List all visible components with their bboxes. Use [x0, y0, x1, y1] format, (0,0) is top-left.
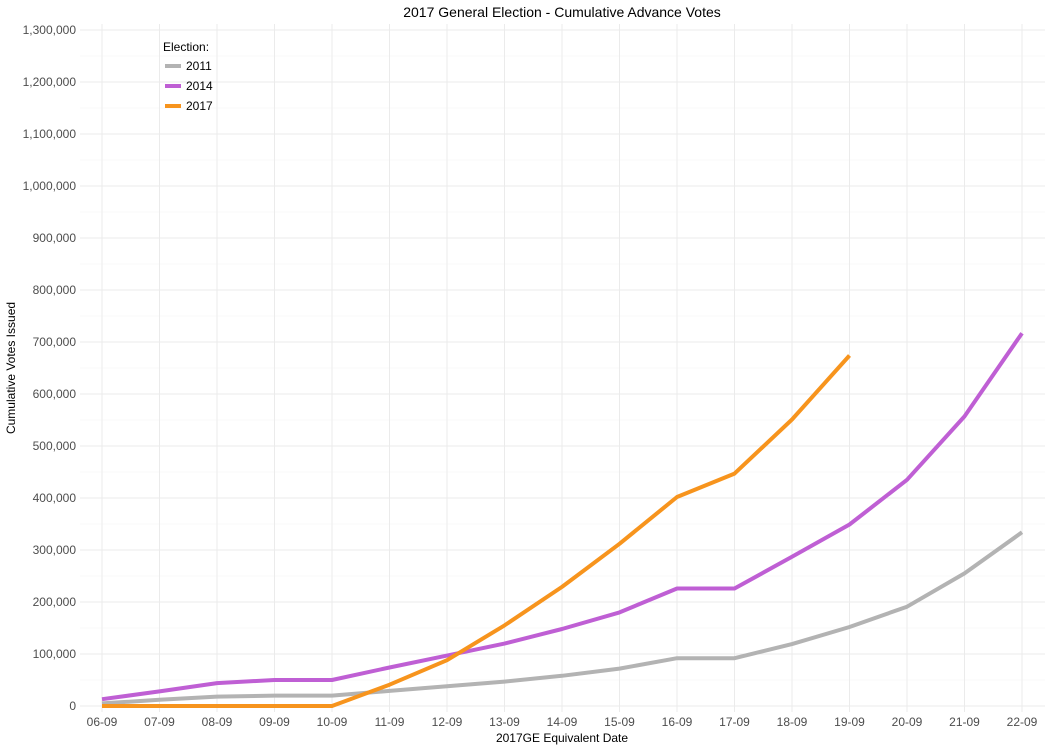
x-tick-label: 19-09 [834, 715, 865, 729]
series-lines [101, 332, 1024, 708]
x-tick-label: 15-09 [604, 715, 635, 729]
x-tick-label: 11-09 [375, 715, 405, 729]
y-axis-title: Cumulative Votes Issued [4, 302, 18, 434]
y-tick-label: 600,000 [33, 387, 77, 401]
series-line-2014 [101, 332, 1024, 702]
x-tick-label: 16-09 [662, 715, 693, 729]
y-tick-label: 1,200,000 [23, 75, 77, 89]
y-tick-label: 900,000 [33, 231, 77, 245]
y-axis-tick-labels: 0 100,000 200,000 300,000 400,000 500,000 600,… [23, 23, 77, 713]
x-tick-label: 06-09 [87, 715, 118, 729]
x-tick-label: 13-09 [489, 715, 520, 729]
x-tick-label: 09-09 [259, 715, 290, 729]
series-line-2011 [101, 530, 1024, 706]
y-tick-label: 100,000 [33, 647, 77, 661]
x-tick-label: 21-09 [949, 715, 980, 729]
y-tick-label: 0 [69, 699, 76, 713]
y-tick-label: 300,000 [33, 543, 77, 557]
y-tick-label: 400,000 [33, 491, 77, 505]
x-tick-label: 08-09 [202, 715, 233, 729]
y-tick-label: 500,000 [33, 439, 77, 453]
y-tick-label: 1,100,000 [23, 127, 77, 141]
y-tick-label: 1,000,000 [23, 179, 77, 193]
x-tick-label: 20-09 [892, 715, 923, 729]
x-tick-label: 10-09 [317, 715, 348, 729]
x-tick-label: 22-09 [1007, 715, 1038, 729]
y-tick-label: 200,000 [33, 595, 77, 609]
legend-label-2011: 2011 [186, 59, 212, 73]
x-axis-title: 2017GE Equivalent Date [496, 731, 628, 745]
legend: Election: 2011 2014 2017 [163, 40, 213, 113]
x-tick-label: 12-09 [432, 715, 463, 729]
major-gridlines [80, 24, 1045, 712]
series-line-2017 [102, 354, 851, 708]
legend-label-2017: 2017 [186, 99, 213, 113]
x-tick-label: 14-09 [547, 715, 578, 729]
legend-items: 2011 2014 2017 [165, 59, 213, 113]
y-tick-label: 1,300,000 [23, 23, 77, 37]
chart-title: 2017 General Election - Cumulative Advan… [403, 4, 721, 20]
y-tick-label: 700,000 [33, 335, 77, 349]
x-axis-tick-labels: 06-09 07-09 08-09 09-09 10-09 11-09 12-09 13-09… [87, 715, 1038, 729]
x-tick-label: 07-09 [144, 715, 175, 729]
y-tick-label: 800,000 [33, 283, 77, 297]
legend-title: Election: [163, 40, 209, 54]
x-tick-label: 17-09 [719, 715, 750, 729]
legend-label-2014: 2014 [186, 79, 213, 93]
x-tick-label: 18-09 [777, 715, 808, 729]
